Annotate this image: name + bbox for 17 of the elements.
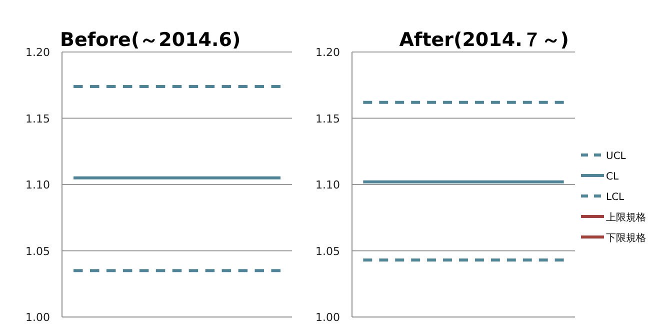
y-tick-label: 1.10 — [316, 178, 340, 192]
y-tick-label: 1.20 — [26, 46, 50, 59]
y-tick-label: 1.05 — [26, 244, 50, 258]
y-tick-label: 1.15 — [316, 112, 340, 126]
legend-label: LCL — [606, 192, 625, 203]
legend-label: CL — [606, 172, 619, 182]
y-tick-label: 1.00 — [26, 311, 50, 324]
y-tick-label: 1.15 — [26, 112, 50, 126]
chart-title: Before(～2014.6) — [60, 29, 241, 51]
legend-label: UCL — [606, 151, 626, 162]
y-tick-label: 1.10 — [26, 178, 50, 192]
y-tick-label: 1.05 — [316, 244, 340, 258]
legend-label: 下限規格 — [606, 232, 646, 244]
y-tick-label: 1.00 — [316, 311, 340, 324]
legend-label: 上限規格 — [606, 212, 646, 224]
chart-title: After(2014.７～) — [399, 29, 569, 51]
y-tick-label: 1.20 — [316, 46, 340, 59]
